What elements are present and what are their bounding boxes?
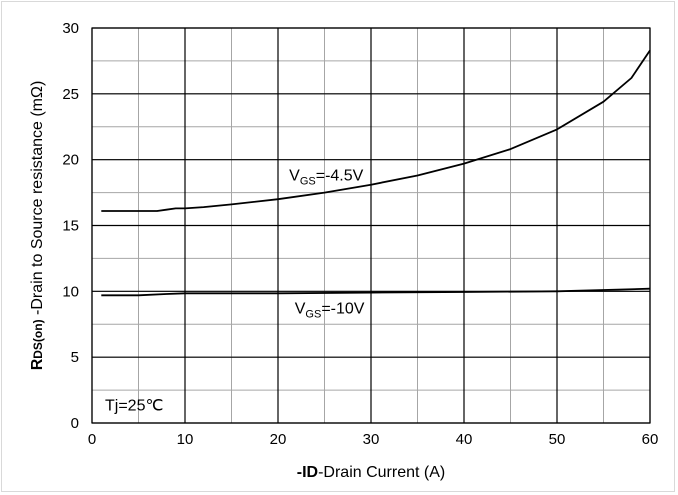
y-tick-label: 0 [71,415,79,432]
y-tick-label: 5 [71,349,79,366]
y-tick-label: 20 [62,152,79,169]
series-lines [101,49,651,297]
x-tick-label: 20 [270,431,287,448]
plot-border [91,27,651,424]
x-axis-title-rest: -Drain Current (A) [318,464,445,481]
major-gridlines [91,27,651,424]
y-tick-labels: 0 5 10 15 20 25 30 [62,20,79,432]
series-label-main: V [295,301,306,318]
x-tick-label: 0 [88,431,96,448]
series-label-rest: =-10V [321,301,364,318]
series-line-1 [101,287,651,297]
y-tick-label: 25 [62,86,79,103]
series-label-main: V [289,168,300,185]
y-axis-title-rest: -Drain to Source resistance (mΩ) [29,81,46,320]
y-tick-label: 15 [62,218,79,235]
x-tick-label: 40 [456,431,473,448]
y-tick-label: 10 [62,283,79,300]
x-axis-title-bold: -ID [297,464,318,481]
series-line-0 [101,49,651,212]
series-label-rest: =-4.5V [316,168,364,185]
series-label-vgs-10: VGS=-10V [295,301,365,321]
x-tick-label: 60 [642,431,659,448]
temperature-annotation: Tj=25℃ [105,397,163,414]
x-tick-label: 50 [549,431,566,448]
series-label-vgs-4-5: VGS=-4.5V [289,168,363,188]
y-axis-title-sub: DS(on) [31,319,45,358]
x-axis-title: -ID-Drain Current (A) [297,464,445,481]
y-axis-title-bold: R [29,358,46,370]
y-axis-title: RDS(on) -Drain to Source resistance (mΩ) [29,81,46,371]
y-tick-label: 30 [62,20,79,37]
x-tick-label: 10 [177,431,194,448]
series-label-sub: GS [305,309,321,321]
x-tick-labels: 0 10 20 30 40 50 60 [88,431,659,448]
x-tick-label: 30 [363,431,380,448]
series-label-sub: GS [300,176,316,188]
